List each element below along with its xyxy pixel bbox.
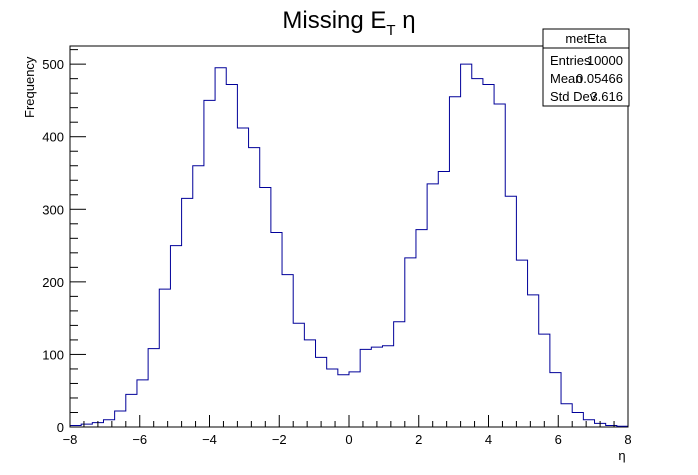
stats-entries-value: 10000 (587, 53, 623, 68)
y-tick-label: 200 (42, 275, 64, 290)
y-axis-label: Frequency (22, 56, 37, 118)
stats-stddev-value: 3.616 (590, 89, 623, 104)
x-tick-label: −4 (202, 432, 217, 447)
y-axis-ticks (70, 49, 86, 428)
y-axis-tick-labels: 0 100 200 300 400 500 (42, 57, 64, 435)
stats-mean-label: Mean (550, 71, 583, 86)
x-axis-tick-labels: −8 −6 −4 −2 0 2 4 6 8 (63, 432, 632, 447)
y-tick-label: 300 (42, 202, 64, 217)
y-tick-label: 500 (42, 57, 64, 72)
chart-title: Missing ET η (282, 7, 415, 39)
x-axis-ticks (69, 415, 629, 427)
chart-title-text: Missing E (282, 7, 386, 34)
x-tick-label: 6 (555, 432, 562, 447)
stats-mean-value: 0.05466 (576, 71, 623, 86)
x-tick-label: −2 (272, 432, 287, 447)
y-tick-label: 0 (57, 420, 64, 435)
y-tick-label: 100 (42, 347, 64, 362)
stats-stddev-label: Std Dev (550, 89, 597, 104)
x-tick-label: 0 (345, 432, 352, 447)
x-tick-label: 4 (485, 432, 492, 447)
y-tick-label: 400 (42, 130, 64, 145)
x-axis-label: η (618, 448, 625, 463)
x-tick-label: −8 (63, 432, 78, 447)
histogram-series-line (69, 63, 629, 427)
stats-box: metEta Entries 10000 Mean 0.05466 Std De… (542, 28, 630, 107)
x-tick-label: 8 (624, 432, 631, 447)
chart-title-subscript: T (386, 22, 395, 39)
x-tick-label: −6 (132, 432, 147, 447)
x-tick-label: 2 (415, 432, 422, 447)
stats-entries-label: Entries (550, 53, 591, 68)
stats-box-frame (542, 28, 630, 107)
stats-box-title: metEta (565, 31, 607, 46)
chart-title-suffix: η (396, 7, 416, 34)
